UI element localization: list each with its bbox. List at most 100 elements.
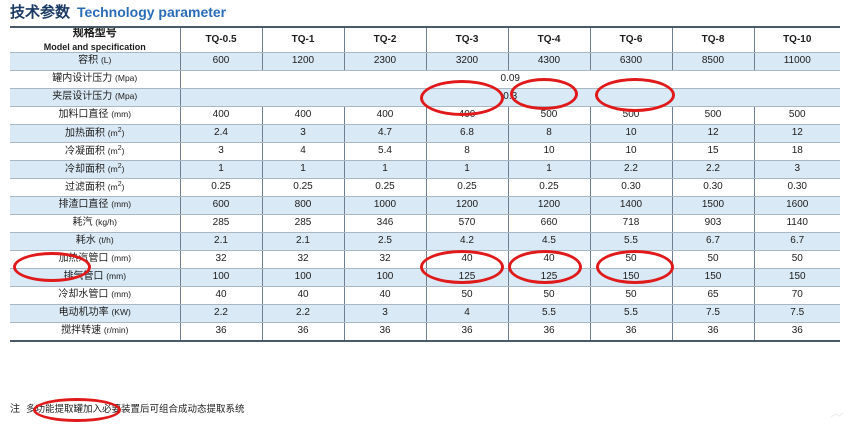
data-cell: 7.5 xyxy=(671,303,755,323)
row-label: 冷却水管口 (mm) xyxy=(10,285,181,305)
table-row: 冷却水管口 (mm) 40 40 40 50 50 50 65 70 xyxy=(10,285,840,305)
data-cell: 32 xyxy=(179,249,263,269)
data-cell: 1200 xyxy=(425,195,509,215)
row-label-unit: (m2) xyxy=(107,127,125,139)
row-label-unit: (mm) xyxy=(111,253,132,264)
table-row: 电动机功率 (KW) 2.2 2.2 3 4 5.5 5.5 7.5 7.5 xyxy=(10,303,840,323)
row-label-cn: 罐内设计压力 xyxy=(52,73,116,85)
data-cell: 8 xyxy=(507,123,591,143)
row-label-unit: (m2) xyxy=(107,163,125,175)
table-row: 排渣口直径 (mm) 600 800 1000 1200 1200 1400 1500 1600 xyxy=(10,195,840,215)
row-label-unit: (t/h) xyxy=(98,235,114,246)
row-label: 加热汽管口 (mm) xyxy=(10,249,181,269)
row-label-unit: (Mpa) xyxy=(115,91,138,102)
data-cell: 12 xyxy=(753,123,840,143)
table-row: 冷凝面积 (m2) 3 4 5.4 8 10 10 15 18 xyxy=(10,141,840,161)
technology-parameter-table-wrapper: 规格型号 Model and specification TQ-0.5 TQ-1… xyxy=(10,25,840,342)
header-model-2: TQ-2 xyxy=(343,25,427,53)
row-label: 罐内设计压力 (Mpa) xyxy=(10,69,181,89)
data-cell: 50 xyxy=(753,249,840,269)
data-cell: 2.5 xyxy=(343,231,427,251)
data-cell: 125 xyxy=(425,267,509,287)
data-cell: 1200 xyxy=(507,195,591,215)
data-cell: 3200 xyxy=(425,51,509,71)
row-label-unit: (mm) xyxy=(111,289,132,300)
data-cell: 36 xyxy=(179,321,263,342)
data-cell: 50 xyxy=(425,285,509,305)
data-cell: 6.7 xyxy=(753,231,840,251)
row-label-unit: (m2) xyxy=(107,181,125,193)
data-cell: 0.25 xyxy=(425,177,509,197)
data-cell: 70 xyxy=(753,285,840,305)
table-row: 排气管口 (mm) 100 100 100 125 125 150 150 150 xyxy=(10,267,840,287)
row-label-cn: 排渣口直径 xyxy=(58,199,112,211)
data-cell: 3 xyxy=(343,303,427,323)
merged-value-cell: 0.3 xyxy=(179,87,840,107)
data-cell: 3 xyxy=(753,159,840,179)
data-cell: 600 xyxy=(179,195,263,215)
table-row: 搅拌转速 (r/min) 36 36 36 36 36 36 36 36 xyxy=(10,321,840,342)
data-cell: 0.25 xyxy=(507,177,591,197)
data-cell: 0.25 xyxy=(261,177,345,197)
data-cell: 36 xyxy=(507,321,591,342)
row-label-cn: 加热汽管口 xyxy=(58,253,112,265)
data-cell: 0.30 xyxy=(589,177,673,197)
data-cell: 4.5 xyxy=(507,231,591,251)
data-cell: 400 xyxy=(261,105,345,125)
row-label-cn: 加料口直径 xyxy=(58,109,112,121)
data-cell: 2.2 xyxy=(179,303,263,323)
data-cell: 0.30 xyxy=(753,177,840,197)
header-model-3: TQ-3 xyxy=(425,25,509,53)
data-cell: 4.2 xyxy=(425,231,509,251)
data-cell: 4 xyxy=(261,141,345,161)
data-cell: 6.7 xyxy=(671,231,755,251)
data-cell: 660 xyxy=(507,213,591,233)
data-cell: 50 xyxy=(589,285,673,305)
data-cell: 40 xyxy=(179,285,263,305)
data-cell: 800 xyxy=(261,195,345,215)
row-label: 冷凝面积 (m2) xyxy=(10,141,181,161)
data-cell: 0.30 xyxy=(671,177,755,197)
data-cell: 36 xyxy=(343,321,427,342)
data-cell: 36 xyxy=(261,321,345,342)
footer-note: 注 多功能提取罐加入必要装置后可组合成动态提取系统 xyxy=(10,400,245,416)
row-label-cn: 冷却水管口 xyxy=(58,289,112,301)
data-cell: 150 xyxy=(671,267,755,287)
data-cell: 40 xyxy=(261,285,345,305)
data-cell: 400 xyxy=(425,105,509,125)
data-cell: 570 xyxy=(425,213,509,233)
data-cell: 8 xyxy=(425,141,509,161)
header-model-1: TQ-1 xyxy=(261,25,345,53)
data-cell: 18 xyxy=(753,141,840,161)
data-cell: 6300 xyxy=(589,51,673,71)
data-cell: 50 xyxy=(507,285,591,305)
data-cell: 1600 xyxy=(753,195,840,215)
table-row: 加热汽管口 (mm) 32 32 32 40 40 50 50 50 xyxy=(10,249,840,269)
data-cell: 4.7 xyxy=(343,123,427,143)
data-cell: 10 xyxy=(589,141,673,161)
technology-parameter-table: 规格型号 Model and specification TQ-0.5 TQ-1… xyxy=(10,25,840,342)
data-cell: 5.5 xyxy=(507,303,591,323)
row-label-cn: 搅拌转速 xyxy=(61,325,104,337)
data-cell: 40 xyxy=(425,249,509,269)
data-cell: 2.2 xyxy=(589,159,673,179)
header-model-6: TQ-8 xyxy=(671,25,755,53)
table-row: 过滤面积 (m2) 0.25 0.25 0.25 0.25 0.25 0.30 0.30 0.3… xyxy=(10,177,840,197)
data-cell: 36 xyxy=(671,321,755,342)
data-cell: 1 xyxy=(261,159,345,179)
row-label: 排气管口 (mm) xyxy=(10,267,181,287)
row-label: 加热面积 (m2) xyxy=(10,123,181,143)
data-cell: 65 xyxy=(671,285,755,305)
data-cell: 903 xyxy=(671,213,755,233)
row-label-unit: (KW) xyxy=(111,307,131,318)
row-label-unit: (r/min) xyxy=(103,325,129,336)
data-cell: 40 xyxy=(343,285,427,305)
data-cell: 500 xyxy=(753,105,840,125)
row-label: 耗水 (t/h) xyxy=(10,231,181,251)
row-label: 过滤面积 (m2) xyxy=(10,177,181,197)
header-model-spec-cn: 规格型号 xyxy=(72,27,117,39)
data-cell: 718 xyxy=(589,213,673,233)
data-cell: 36 xyxy=(753,321,840,342)
data-cell: 12 xyxy=(671,123,755,143)
